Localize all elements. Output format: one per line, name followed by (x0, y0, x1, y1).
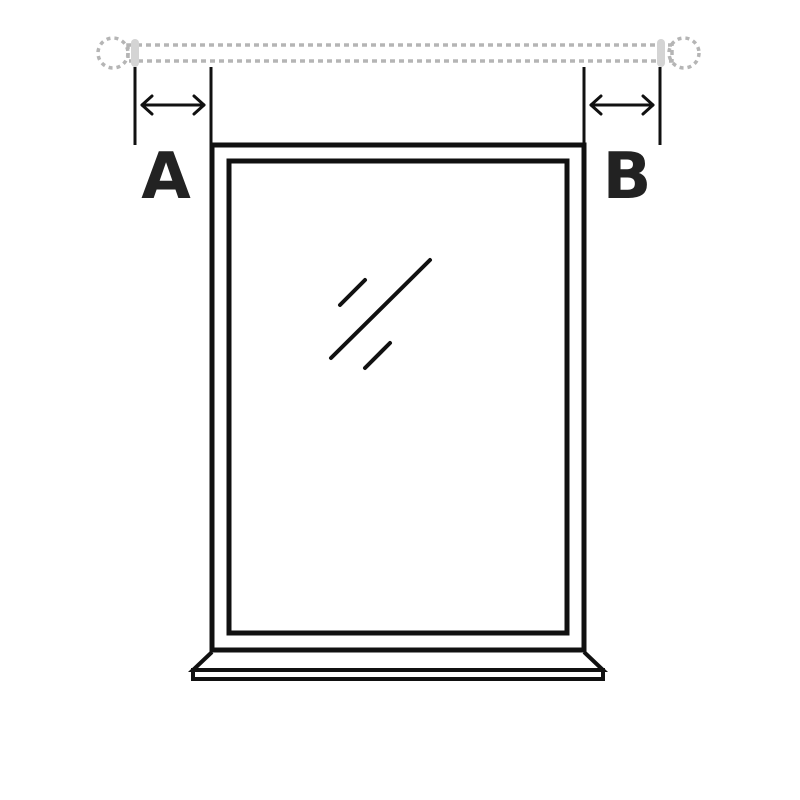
curtain-rod (96, 36, 701, 70)
rod-bar (126, 43, 674, 63)
window (187, 142, 609, 681)
glass-reflection-icon (329, 258, 432, 370)
double-arrow-icon (589, 94, 655, 116)
measurement-a: A (133, 67, 213, 214)
label-b: B (603, 140, 652, 214)
double-arrow-icon (140, 94, 206, 116)
rod-finial-right (667, 36, 701, 70)
label-a: A (141, 140, 191, 214)
window-outer-frame (209, 142, 587, 653)
rod-bracket-left (131, 39, 139, 67)
rod-bracket-right (657, 39, 665, 67)
rod-finial-left (96, 36, 130, 70)
window-sill (187, 650, 609, 681)
measurement-b: B (582, 67, 662, 214)
window-glass-pane (226, 158, 570, 636)
